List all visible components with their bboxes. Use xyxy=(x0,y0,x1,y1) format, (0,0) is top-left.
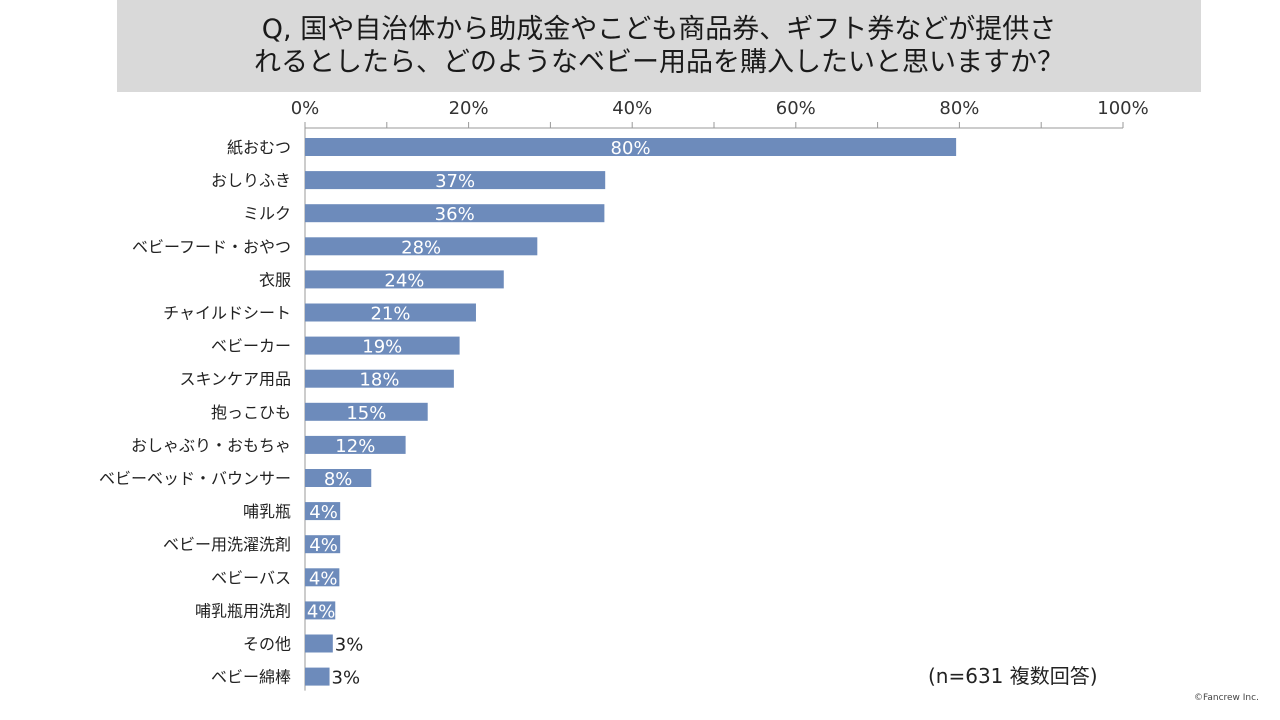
bar xyxy=(305,535,341,554)
x-tick-label: 60% xyxy=(776,98,816,119)
category-label: ベビーカー xyxy=(211,337,291,356)
x-tick-label: 20% xyxy=(449,98,489,119)
category-label: スキンケア用品 xyxy=(179,370,291,389)
data-label: 3% xyxy=(332,668,361,689)
bar xyxy=(305,469,372,487)
category-label: ベビーベッド・バウンサー xyxy=(99,469,291,488)
data-label: 4% xyxy=(309,568,338,589)
data-label: 3% xyxy=(335,635,364,656)
x-tick-label: 100% xyxy=(1097,98,1148,119)
category-label: その他 xyxy=(243,635,291,654)
data-label: 21% xyxy=(370,304,410,325)
data-label: 36% xyxy=(435,204,475,225)
bar xyxy=(305,568,340,587)
category-label: 哺乳瓶 xyxy=(243,502,291,521)
category-label: おしりふき xyxy=(211,171,291,190)
bar xyxy=(305,237,538,256)
bar xyxy=(305,667,330,686)
bar xyxy=(305,435,406,454)
category-label: 衣服 xyxy=(259,270,291,289)
category-label: ベビーフード・おやつ xyxy=(132,237,291,256)
data-label: 80% xyxy=(611,138,651,159)
category-label: 抱っこひも xyxy=(211,403,291,422)
bar xyxy=(305,138,957,156)
data-label: 37% xyxy=(435,171,475,192)
data-label: 18% xyxy=(359,370,399,391)
bar xyxy=(305,270,504,289)
category-label: ベビーバス xyxy=(211,568,291,587)
bar xyxy=(305,369,454,388)
bar xyxy=(305,502,341,521)
category-label: チャイルドシート xyxy=(163,304,291,323)
category-label: ミルク xyxy=(243,204,291,223)
bar xyxy=(305,303,476,322)
title-line-2: れるとしたら、どのようなベビー用品を購入したいと思いますか？ xyxy=(254,47,1064,78)
data-label: 19% xyxy=(362,337,402,358)
category-label: 哺乳瓶用洗剤 xyxy=(195,601,291,620)
bar xyxy=(305,402,428,421)
data-label: 15% xyxy=(346,403,386,424)
title-line-1: Q, 国や自治体から助成金やこども商品券、ギフト券などが提供さ xyxy=(261,14,1057,45)
data-label: 4% xyxy=(309,535,338,556)
data-label: 28% xyxy=(401,237,441,258)
data-label: 24% xyxy=(384,270,424,291)
bar xyxy=(305,171,606,190)
category-label: 紙おむつ xyxy=(227,138,291,157)
bar xyxy=(305,601,336,620)
x-tick-label: 80% xyxy=(939,98,979,119)
title-banner: Q, 国や自治体から助成金やこども商品券、ギフト券などが提供さ れるとしたら、ど… xyxy=(117,0,1201,92)
bar xyxy=(305,634,333,653)
category-label: ベビー綿棒 xyxy=(211,668,291,687)
bar xyxy=(305,204,605,223)
sample-note: (n=631 複数回答) xyxy=(928,664,1098,688)
data-label: 4% xyxy=(307,601,336,622)
x-tick-label: 0% xyxy=(291,98,320,119)
data-label: 4% xyxy=(309,502,338,523)
data-label: 8% xyxy=(324,469,353,490)
category-label: ベビー用洗濯洗剤 xyxy=(163,535,291,554)
bar xyxy=(305,336,460,355)
x-tick-label: 40% xyxy=(612,98,652,119)
data-label: 12% xyxy=(335,436,375,457)
category-label: おしゃぶり・おもちゃ xyxy=(131,436,291,455)
copyright-text: ©Fancrew Inc. xyxy=(1194,693,1259,703)
